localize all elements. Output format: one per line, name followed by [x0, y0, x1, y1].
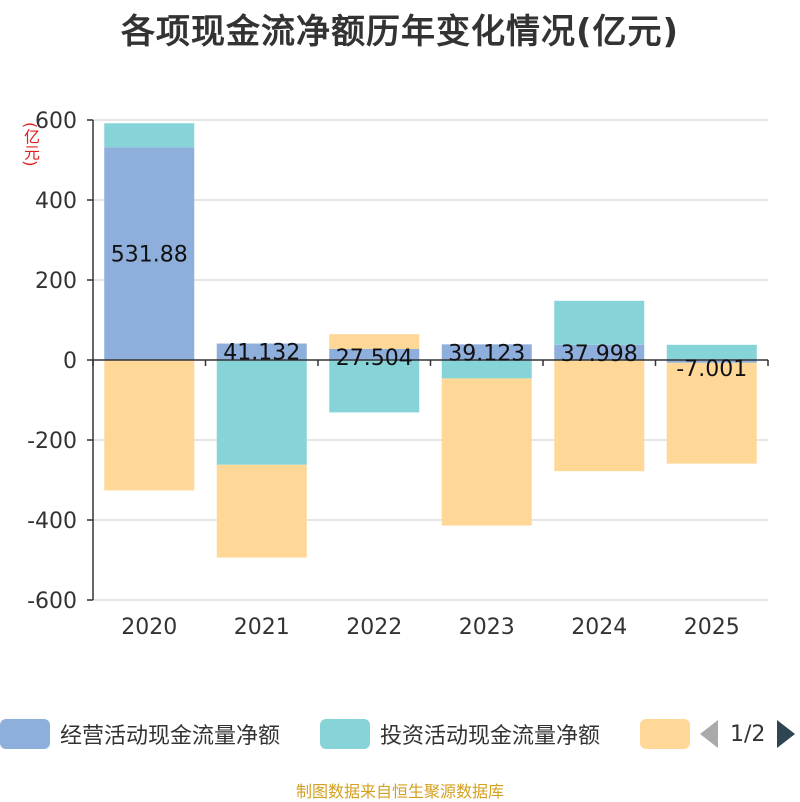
- bar-2024-series-2: [554, 360, 645, 472]
- x-tick-label-2023: 2023: [459, 615, 515, 640]
- x-tick-label-2021: 2021: [234, 615, 290, 640]
- data-label-2022: 27.504: [336, 346, 413, 371]
- bar-2023-series-2: [441, 378, 532, 526]
- bar-2022-series-2: [329, 334, 420, 349]
- y-axis-unit: (亿元): [21, 122, 40, 167]
- bar-2021-series-1: [216, 360, 307, 465]
- bars: [104, 123, 757, 558]
- y-tick-label--200: -200: [27, 429, 77, 454]
- bar-2022-series-0: [329, 348, 420, 360]
- y-tick-label--400: -400: [27, 509, 77, 534]
- data-label-2025: -7.001: [676, 357, 747, 382]
- prev-page-icon[interactable]: [700, 720, 718, 748]
- legend-item-operating[interactable]: 经营活动现金流量净额: [0, 716, 280, 752]
- bar-2023-series-0: [441, 344, 532, 360]
- legend-item-financing[interactable]: [640, 716, 700, 752]
- x-tick-label-2020: 2020: [121, 615, 177, 640]
- data-labels: 531.88 41.132 27.504 39.123 37.998 -7.001: [111, 243, 747, 382]
- data-label-2021: 41.132: [223, 341, 300, 366]
- legend: 经营活动现金流量净额 投资活动现金流量净额 1/2: [0, 716, 800, 756]
- legend-item-investing[interactable]: 投资活动现金流量净额: [320, 716, 600, 752]
- chart-title: 各项现金流净额历年变化情况(亿元): [120, 12, 680, 52]
- bar-2022-series-1: [329, 360, 420, 413]
- bar-2021-series-0: [216, 343, 307, 360]
- x-tick-label-2025: 2025: [684, 615, 740, 640]
- bar-2024-series-0: [554, 344, 645, 360]
- bar-2025-series-2: [666, 362, 757, 464]
- x-tick-label-2022: 2022: [346, 615, 402, 640]
- y-tick-label-400: 400: [35, 189, 77, 214]
- bar-2020-series-1: [104, 123, 195, 148]
- y-tick-label-0: 0: [63, 349, 77, 374]
- axes: 600 400 200 0 -200 -400 -600 2020 2021 2022 2023 20…: [27, 109, 769, 640]
- chart-plot: 600 400 200 0 -200 -400 -600 2020 2021 2022 2023 20…: [27, 109, 769, 640]
- legend-label-operating: 经营活动现金流量净额: [60, 724, 281, 749]
- y-tick-label-200: 200: [35, 269, 77, 294]
- legend-swatch-financing: [640, 719, 690, 749]
- legend-pager: 1/2: [700, 716, 796, 752]
- bar-2020-series-2: [104, 360, 195, 491]
- bar-2025-series-0: [666, 360, 757, 363]
- source-footer: 制图数据来自恒生聚源数据库: [295, 782, 504, 801]
- legend-label-investing: 投资活动现金流量净额: [380, 724, 601, 749]
- legend-swatch-operating: [0, 719, 50, 749]
- bar-2021-series-2: [216, 464, 307, 558]
- data-label-2020: 531.88: [111, 243, 188, 268]
- legend-page-indicator: 1/2: [730, 721, 766, 747]
- bar-2020-series-0: [104, 147, 195, 360]
- x-tick-label-2024: 2024: [571, 615, 627, 640]
- y-tick-label--600: -600: [27, 589, 77, 614]
- legend-swatch-investing: [320, 719, 370, 749]
- bar-2023-series-1: [441, 360, 532, 379]
- data-label-2023: 39.123: [448, 341, 525, 366]
- bar-2024-series-1: [554, 300, 645, 345]
- next-page-icon[interactable]: [777, 720, 796, 748]
- data-label-2024: 37.998: [561, 342, 638, 367]
- y-tick-label-600: 600: [35, 109, 77, 134]
- bar-2025-series-1: [666, 344, 757, 360]
